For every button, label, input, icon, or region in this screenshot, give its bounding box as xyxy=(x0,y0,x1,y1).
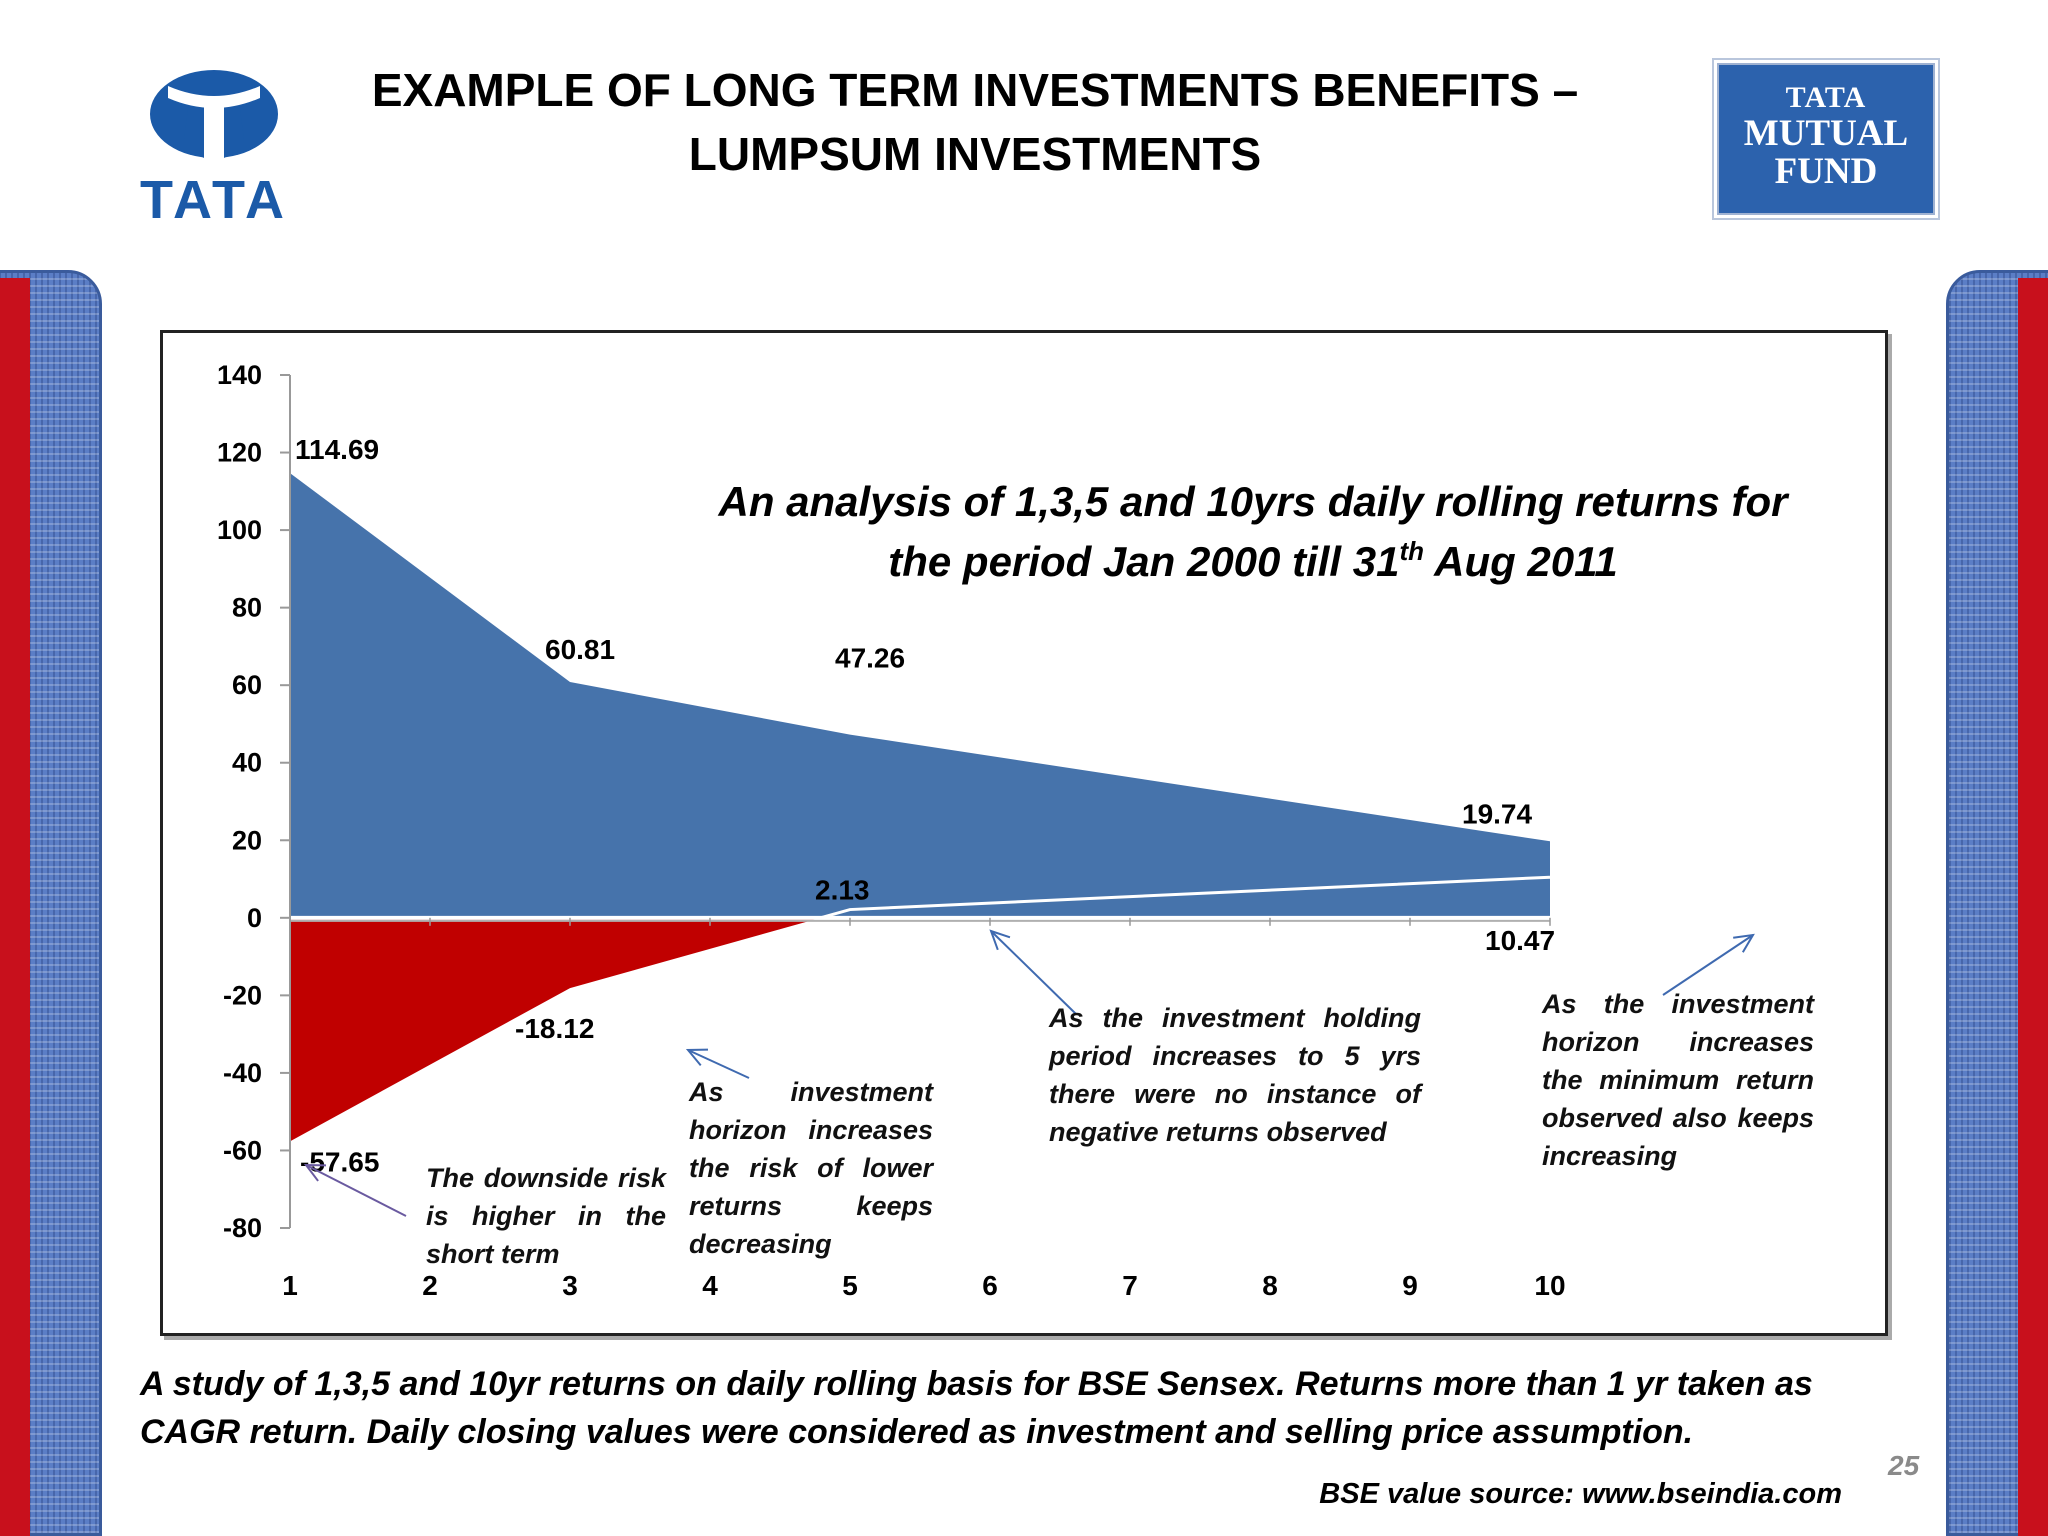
page-number: 25 xyxy=(1888,1450,1920,1481)
y-tick-label: 140 xyxy=(217,360,262,390)
y-tick-label: -60 xyxy=(223,1135,262,1165)
y-tick-label: -80 xyxy=(223,1213,262,1243)
chart-title-line1: An analysis of 1,3,5 and 10yrs daily rol… xyxy=(717,478,1790,525)
x-tick-label: 9 xyxy=(1402,1270,1418,1301)
slide-title: EXAMPLE OF LONG TERM INVESTMENTS BENEFIT… xyxy=(330,58,1620,186)
data-label: 2.13 xyxy=(815,875,870,906)
tmf-logo-line1: TATA xyxy=(1785,81,1867,114)
series-minimum-line xyxy=(820,875,1551,920)
arrow-five-years-head xyxy=(989,929,1011,951)
arrow-five-years xyxy=(990,930,1077,1015)
x-tick-label: 7 xyxy=(1122,1270,1138,1301)
right-red-strip xyxy=(2018,278,2048,1536)
x-tick-label: 8 xyxy=(1262,1270,1278,1301)
y-tick-label: 100 xyxy=(217,515,262,545)
y-tick-label: 0 xyxy=(247,903,262,933)
x-tick-label: 6 xyxy=(982,1270,998,1301)
data-label: 114.69 xyxy=(295,434,379,465)
returns-area-chart: -80 -60 -40 -20 0 20 40 60 80 100 120 140 1 2 3 4 5 6 7 8 9 1… xyxy=(217,360,1790,1301)
arrow-minimum-head xyxy=(1733,933,1755,953)
data-label: -57.65 xyxy=(300,1146,379,1177)
arrow-minimum xyxy=(1662,934,1754,996)
arrow-horizon-head xyxy=(685,1048,709,1067)
slide-title-line2: LUMPSUM INVESTMENTS xyxy=(688,128,1262,180)
y-tick-label: 60 xyxy=(232,670,262,700)
study-footnote: A study of 1,3,5 and 10yr returns on dai… xyxy=(140,1365,1813,1451)
data-label: -18.12 xyxy=(515,1013,594,1044)
series-maximum-area xyxy=(290,473,1550,918)
x-tick-label: 3 xyxy=(562,1270,578,1301)
y-tick-label: 80 xyxy=(232,593,262,623)
note-horizon: As investment horizon increases the risk… xyxy=(689,1077,933,1259)
arrow-short-term-head xyxy=(303,1163,327,1182)
tata-logo: TATA xyxy=(140,70,288,226)
note-five-years: As the investment holding period increas… xyxy=(1049,1003,1421,1147)
y-tick-label: 20 xyxy=(232,825,262,855)
x-tick-label: 5 xyxy=(842,1270,858,1301)
data-label: 10.47 xyxy=(1485,925,1555,956)
slide-title-line1: EXAMPLE OF LONG TERM INVESTMENTS BENEFIT… xyxy=(371,64,1579,116)
y-tick-label: 120 xyxy=(217,438,262,468)
data-label: 60.81 xyxy=(545,634,615,665)
chart-title-line2: the period Jan 2000 till 31th Aug 2011 xyxy=(888,536,1618,585)
arrow-horizon xyxy=(687,1049,750,1079)
source-note: BSE value source: www.bseindia.com xyxy=(1319,1478,1842,1510)
arrow-short-term xyxy=(305,1164,407,1217)
note-short-term: The downside risk is higher in the short… xyxy=(426,1163,666,1269)
x-tick-label: 1 xyxy=(282,1270,298,1301)
series-minimum-negative-area xyxy=(290,917,821,1142)
note-minimum: As the investment horizon increases the … xyxy=(1542,989,1814,1171)
y-tick-label: 40 xyxy=(232,748,262,778)
y-tick-label: -20 xyxy=(223,980,262,1010)
x-tick-label: 2 xyxy=(422,1270,438,1301)
data-label: 19.74 xyxy=(1462,798,1532,829)
tata-mutual-fund-logo: TATA MUTUAL FUND xyxy=(1717,63,1935,215)
x-tick-label: 4 xyxy=(702,1270,718,1301)
left-red-strip xyxy=(0,278,30,1536)
x-tick-label: 10 xyxy=(1534,1270,1565,1301)
y-tick-label: -40 xyxy=(223,1058,262,1088)
tata-logo-text: TATA xyxy=(140,170,288,226)
chart-frame: -80 -60 -40 -20 0 20 40 60 80 100 120 140 1 2 3 4 5 6 7 8 9 1… xyxy=(160,330,1888,1336)
tmf-logo-line2: MUTUAL xyxy=(1743,113,1909,154)
data-label: 47.26 xyxy=(835,643,905,674)
tmf-logo-line3: FUND xyxy=(1774,151,1878,192)
